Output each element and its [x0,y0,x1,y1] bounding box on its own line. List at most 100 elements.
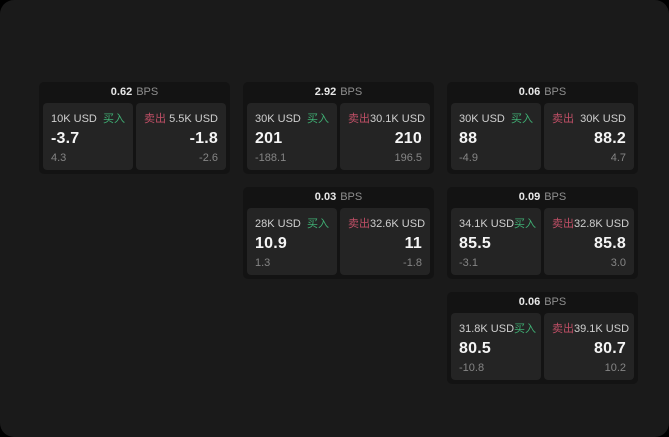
buy-panel[interactable]: 30K USD 买入 201 -188.1 [247,103,337,170]
buy-panel-header: 31.8K USD 买入 [459,320,537,336]
sell-value: 88.2 [594,130,626,147]
buy-tag: 买入 [514,218,537,230]
buy-panel-header: 28K USD 买入 [255,215,329,231]
sell-tag: 卖出 [552,218,574,230]
sell-value: 85.8 [594,235,626,252]
sell-amount: 5.5K USD [169,113,218,125]
bps-value: 2.92 [314,86,337,98]
buy-panel-header: 30K USD 买入 [459,110,533,126]
sell-tag: 卖出 [552,113,574,125]
sell-amount: 30K USD [580,113,626,125]
buy-tag: 买入 [307,218,329,230]
bps-value: 0.06 [518,86,541,98]
buy-amount: 28K USD [255,218,301,230]
bps-value: 0.03 [314,191,337,203]
card-body: 31.8K USD 买入 80.5 -10.8 卖出 39.1K USD 80.… [447,313,638,384]
card-body: 30K USD 买入 201 -188.1 卖出 30.1K USD 210 1… [243,103,434,174]
sell-amount: 32.6K USD [370,218,426,230]
quote-card: 0.03 BPS 28K USD 买入 10.9 1.3 卖出 32.6K US… [243,187,434,279]
sell-panel[interactable]: 卖出 30K USD 88.2 4.7 [544,103,634,170]
buy-delta: 1.3 [255,257,271,269]
buy-tag: 买入 [307,113,329,125]
card-header: 2.92 BPS [243,82,434,103]
card-body: 34.1K USD 买入 85.5 -3.1 卖出 32.8K USD 85.8… [447,208,638,279]
sell-delta: 196.5 [394,152,422,164]
buy-tag: 买入 [514,323,537,335]
buy-delta: -10.8 [459,362,485,374]
buy-amount: 30K USD [255,113,301,125]
buy-delta: -188.1 [255,152,287,164]
bps-unit-label: BPS [340,191,363,203]
card-body: 10K USD 买入 -3.7 4.3 卖出 5.5K USD -1.8 -2.… [39,103,230,174]
sell-value: 11 [404,235,422,252]
buy-amount: 34.1K USD [459,218,515,230]
sell-tag: 卖出 [348,218,370,230]
sell-panel-header: 卖出 30K USD [552,110,626,126]
sell-amount: 39.1K USD [574,323,630,335]
sell-amount: 32.8K USD [574,218,630,230]
quote-card: 0.09 BPS 34.1K USD 买入 85.5 -3.1 卖出 32.8K… [447,187,638,279]
sell-panel-header: 卖出 30.1K USD [348,110,426,126]
quote-card: 2.92 BPS 30K USD 买入 201 -188.1 卖出 30.1K … [243,82,434,174]
buy-delta: -4.9 [459,152,478,164]
sell-panel-header: 卖出 32.6K USD [348,215,426,231]
bps-value: 0.06 [518,296,541,308]
card-header: 0.03 BPS [243,187,434,208]
buy-panel[interactable]: 30K USD 买入 88 -4.9 [451,103,541,170]
bps-unit-label: BPS [136,86,159,98]
quote-card: 0.06 BPS 30K USD 买入 88 -4.9 卖出 30K USD 8… [447,82,638,174]
bps-unit-label: BPS [544,296,567,308]
buy-amount: 30K USD [459,113,505,125]
buy-panel[interactable]: 28K USD 买入 10.9 1.3 [247,208,337,275]
sell-panel[interactable]: 卖出 32.8K USD 85.8 3.0 [544,208,634,275]
card-header: 0.06 BPS [447,292,638,313]
bps-value: 0.62 [110,86,133,98]
buy-panel[interactable]: 31.8K USD 买入 80.5 -10.8 [451,313,541,380]
card-header: 0.62 BPS [39,82,230,103]
buy-value: 88 [459,130,478,147]
quotes-grid: 0.62 BPS 10K USD 买入 -3.7 4.3 卖出 5.5K USD… [39,82,638,384]
sell-panel[interactable]: 卖出 39.1K USD 80.7 10.2 [544,313,634,380]
buy-tag: 买入 [511,113,533,125]
buy-amount: 10K USD [51,113,97,125]
sell-tag: 卖出 [552,323,574,335]
sell-amount: 30.1K USD [370,113,426,125]
card-body: 30K USD 买入 88 -4.9 卖出 30K USD 88.2 4.7 [447,103,638,174]
sell-panel-header: 卖出 39.1K USD [552,320,630,336]
buy-amount: 31.8K USD [459,323,515,335]
buy-value: 85.5 [459,235,491,252]
sell-delta: 4.7 [610,152,626,164]
bps-value: 0.09 [518,191,541,203]
sell-panel[interactable]: 卖出 30.1K USD 210 196.5 [340,103,430,170]
card-header: 0.09 BPS [447,187,638,208]
sell-tag: 卖出 [348,113,370,125]
buy-panel-header: 34.1K USD 买入 [459,215,537,231]
bps-unit-label: BPS [544,191,567,203]
sell-delta: 10.2 [604,362,626,374]
buy-tag: 买入 [103,113,125,125]
buy-value: 80.5 [459,340,491,357]
sell-delta: -1.8 [403,257,422,269]
sell-tag: 卖出 [144,113,166,125]
buy-panel[interactable]: 10K USD 买入 -3.7 4.3 [43,103,133,170]
buy-panel-header: 30K USD 买入 [255,110,329,126]
card-header: 0.06 BPS [447,82,638,103]
sell-panel[interactable]: 卖出 32.6K USD 11 -1.8 [340,208,430,275]
sell-value: -1.8 [189,130,218,147]
buy-delta: 4.3 [51,152,67,164]
sell-panel[interactable]: 卖出 5.5K USD -1.8 -2.6 [136,103,226,170]
buy-panel-header: 10K USD 买入 [51,110,125,126]
sell-value: 210 [394,130,422,147]
card-body: 28K USD 买入 10.9 1.3 卖出 32.6K USD 11 -1.8 [243,208,434,279]
sell-panel-header: 卖出 5.5K USD [144,110,218,126]
sell-value: 80.7 [594,340,626,357]
sell-delta: 3.0 [610,257,626,269]
buy-panel[interactable]: 34.1K USD 买入 85.5 -3.1 [451,208,541,275]
sell-panel-header: 卖出 32.8K USD [552,215,630,231]
bps-unit-label: BPS [544,86,567,98]
quote-card: 0.62 BPS 10K USD 买入 -3.7 4.3 卖出 5.5K USD… [39,82,230,174]
buy-value: 10.9 [255,235,287,252]
quote-card: 0.06 BPS 31.8K USD 买入 80.5 -10.8 卖出 39.1… [447,292,638,384]
buy-value: -3.7 [51,130,80,147]
